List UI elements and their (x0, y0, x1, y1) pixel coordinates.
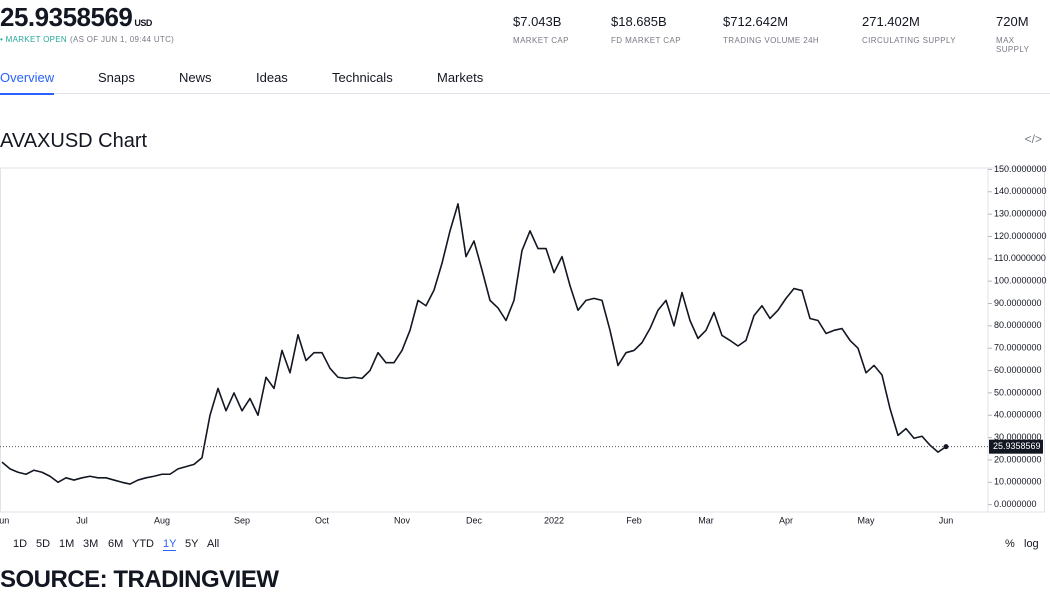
range-button[interactable]: 5Y (185, 538, 199, 550)
range-button[interactable]: 1Y (163, 538, 177, 551)
y-tick-label: 120.0000000 (994, 231, 1047, 241)
range-button[interactable]: YTD (132, 538, 154, 550)
y-tick-label: 0.0000000 (994, 499, 1037, 509)
tab[interactable]: Ideas (256, 70, 288, 85)
y-tick-label: 100.0000000 (994, 276, 1047, 286)
y-tick-label: 140.0000000 (994, 186, 1047, 196)
range-button[interactable]: 3M (83, 538, 99, 550)
scale-option[interactable]: log (1024, 538, 1039, 550)
x-tick-label: Feb (626, 515, 642, 525)
last-price-label: 25.9358569 (993, 441, 1041, 451)
tab[interactable]: Snaps (98, 70, 135, 85)
price: 25.9358569 USD (0, 2, 152, 33)
stat-label: TRADING VOLUME 24H (723, 36, 820, 45)
price-line (1, 203, 947, 485)
status: MARKET OPEN (5, 35, 68, 44)
y-tick-label: 60.0000000 (994, 365, 1042, 375)
tab[interactable]: Technicals (332, 70, 393, 85)
y-tick-label: 110.0000000 (994, 253, 1046, 263)
stat-label: CIRCULATING SUPPLY (862, 36, 957, 45)
tab[interactable]: News (179, 70, 212, 85)
stat: 720M MAX SUPPLY (996, 14, 1050, 54)
y-tick-label: 80.0000000 (994, 320, 1042, 330)
y-tick-label: 150.0000000 (994, 165, 1047, 174)
x-tick-label: Sep (234, 515, 250, 525)
y-tick-label: 30.0000000 (994, 432, 1042, 442)
x-tick-label: Apr (779, 515, 793, 525)
stat-label: MARKET CAP (513, 36, 569, 45)
x-tick-label: Oct (315, 515, 330, 525)
x-tick-label: Jul (76, 515, 88, 525)
y-tick-label: 40.0000000 (994, 410, 1042, 420)
range-button[interactable]: 6M (108, 538, 124, 550)
last-price-box (989, 439, 1043, 454)
y-tick-label: 10.0000000 (994, 477, 1042, 487)
x-tick-label: Mar (698, 515, 714, 525)
stat-label: FD MARKET CAP (611, 36, 681, 45)
stat-label: MAX SUPPLY (996, 36, 1030, 54)
last-point (943, 444, 949, 450)
x-tick-label: Dec (466, 515, 483, 525)
y-tick-label: 130.0000000 (994, 209, 1047, 219)
stat-value: 271.402M (862, 14, 920, 29)
stat: $712.642M TRADING VOLUME 24H (723, 14, 819, 45)
stat: $7.043B MARKET CAP (513, 14, 569, 45)
tabs: Overview Snaps News Ideas Technicals Markets (0, 62, 1050, 95)
as-of: (AS OF JUN 1, 09:44 UTC) (70, 35, 175, 44)
market-status: • MARKET OPEN (AS OF JUN 1, 09:44 UTC) (0, 35, 175, 44)
currency: USD (134, 18, 152, 28)
y-tick-label: 20.0000000 (994, 454, 1042, 464)
price-value: 25.9358569 (0, 2, 133, 32)
stat: 271.402M CIRCULATING SUPPLY (862, 14, 956, 45)
y-tick-label: 90.0000000 (994, 298, 1042, 308)
range-bar: 1D 5D 1M 3M 6M YTD 1Y 5Y All% log (0, 538, 1045, 556)
embed-icon[interactable]: </> (1024, 132, 1042, 146)
chart-title: AVAXUSD Chart (0, 130, 148, 152)
x-tick-label: 2022 (544, 515, 564, 525)
x-tick-label: Nov (394, 515, 411, 525)
tab[interactable]: Overview (0, 70, 55, 95)
range-button[interactable]: 5D (36, 538, 51, 550)
chart-frame (0, 167, 1045, 513)
x-tick-label: Jun (939, 515, 954, 525)
range-button[interactable]: 1D (13, 538, 28, 550)
scale-option[interactable]: % (1005, 538, 1015, 550)
x-tick-label: Jun (0, 515, 9, 525)
stat: $18.685B FD MARKET CAP (611, 14, 681, 45)
y-tick-label: 50.0000000 (994, 387, 1042, 397)
chart: 0.0000000 10.0000000 20.0000000 30.0000000 4… (0, 165, 1047, 525)
stat-value: 720M (996, 14, 1029, 29)
x-tick-label: May (857, 515, 875, 525)
range-button[interactable]: All (207, 538, 220, 550)
range-button[interactable]: 1M (59, 538, 75, 550)
source: SOURCE: TRADINGVIEW (0, 566, 279, 593)
x-tick-label: Aug (154, 515, 170, 525)
stat-value: $18.685B (611, 14, 667, 29)
stat-value: $712.642M (723, 14, 789, 29)
y-tick-label: 70.0000000 (994, 343, 1042, 353)
tab[interactable]: Markets (437, 70, 484, 85)
stat-value: $7.043B (513, 14, 562, 29)
